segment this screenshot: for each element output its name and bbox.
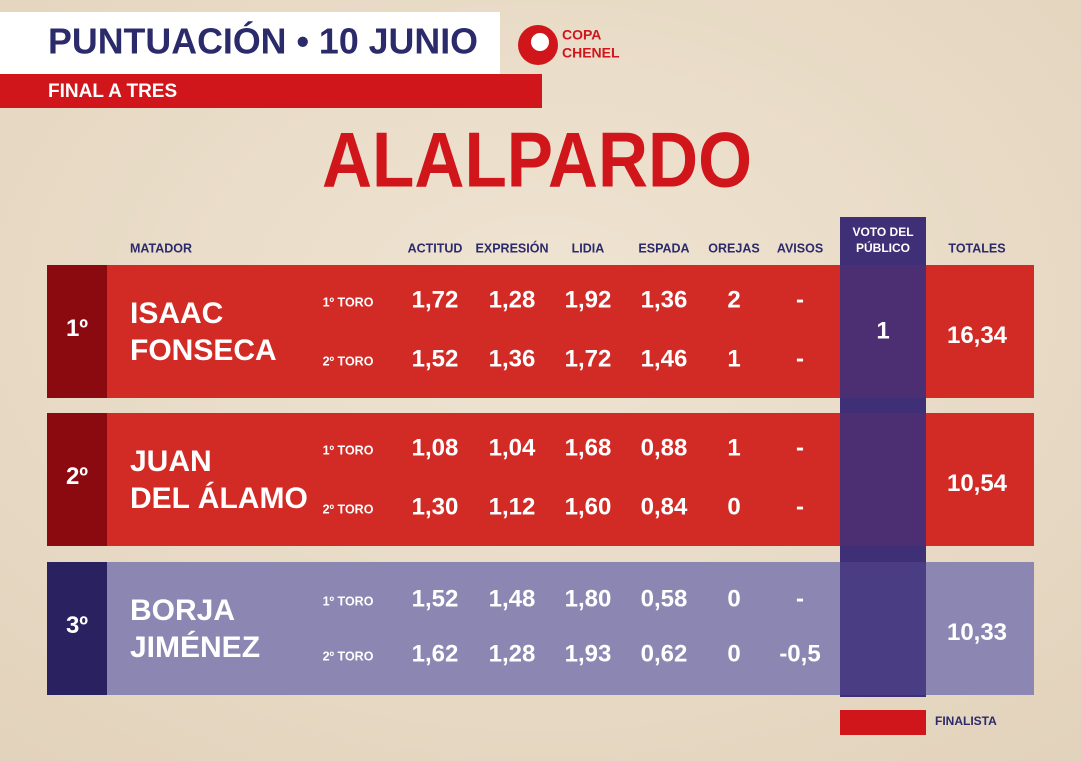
- score: 1,28: [489, 286, 536, 313]
- toro-label: 1º TORO: [323, 295, 374, 309]
- score: 1,28: [489, 640, 536, 667]
- score: 1,46: [641, 345, 688, 372]
- score: 1,60: [565, 493, 612, 520]
- score: 0: [727, 493, 740, 520]
- score: 0,84: [641, 493, 688, 520]
- toro-label: 2º TORO: [323, 649, 374, 663]
- column-header: EXPRESIÓN: [476, 240, 549, 255]
- matador-name: JUAN: [130, 445, 212, 478]
- toro-label: 2º TORO: [323, 502, 374, 516]
- score: 0: [727, 585, 740, 612]
- column-header: LIDIA: [572, 241, 605, 255]
- score: 1,12: [489, 493, 536, 520]
- score: 1: [727, 434, 740, 461]
- column-header: ESPADA: [638, 241, 689, 255]
- matador-name: DEL ÁLAMO: [130, 481, 308, 515]
- total: 10,33: [947, 619, 1007, 646]
- voto-cell: [840, 562, 926, 695]
- score: 1,93: [565, 640, 612, 667]
- rank-cell: [47, 562, 107, 695]
- toro-label: 2º TORO: [323, 354, 374, 368]
- column-header: AVISOS: [777, 241, 823, 255]
- rank: 2º: [66, 463, 88, 490]
- column-header: VOTO DEL PÚBLICO: [852, 225, 913, 255]
- title-box: [0, 12, 500, 74]
- score: 0,62: [641, 640, 688, 667]
- score: 1,48: [489, 585, 536, 612]
- score: 1,36: [641, 286, 688, 313]
- logo-text: COPA: [562, 27, 601, 43]
- score: 1,04: [489, 434, 536, 461]
- column-header: ACTITUD: [408, 241, 463, 255]
- voto-cell: [840, 265, 926, 398]
- score: 1,72: [565, 345, 612, 372]
- score: 1,68: [565, 434, 612, 461]
- score: 1,72: [412, 286, 459, 313]
- score: 1,80: [565, 585, 612, 612]
- voto-cell: [840, 413, 926, 546]
- table: MATADOR ACTITUD EXPRESIÓN LIDIA ESPADA OREJAS…: [47, 217, 1034, 697]
- matador-name: BORJA: [130, 594, 235, 627]
- score: -: [796, 345, 804, 372]
- title: PUNTUACIÓN • 10 JUNIO: [48, 20, 478, 62]
- score: 1,08: [412, 434, 459, 461]
- score: 0: [727, 640, 740, 667]
- column-header: TOTALES: [948, 241, 1005, 255]
- matador-name: ISAAC: [130, 297, 223, 330]
- score: 0,88: [641, 434, 688, 461]
- voto: 1: [876, 317, 889, 344]
- toro-label: 1º TORO: [323, 443, 374, 457]
- subtitle: FINAL A TRES: [48, 81, 177, 102]
- rank-cell: [47, 413, 107, 546]
- score: 0,58: [641, 585, 688, 612]
- matador-name: FONSECA: [130, 334, 277, 367]
- score: 1,36: [489, 345, 536, 372]
- column-header: MATADOR: [130, 241, 192, 255]
- score: 1,52: [412, 345, 459, 372]
- score: -: [796, 286, 804, 313]
- score: 1,52: [412, 585, 459, 612]
- rank-cell: [47, 265, 107, 398]
- score: -: [796, 493, 804, 520]
- legend-swatch: [840, 710, 926, 735]
- column-header: OREJAS: [708, 241, 759, 255]
- score: 1,62: [412, 640, 459, 667]
- total: 10,54: [947, 470, 1008, 497]
- logo-text: CHENEL: [562, 45, 620, 61]
- score: -: [796, 434, 804, 461]
- subtitle-strip: [0, 74, 542, 108]
- rank: 3º: [66, 612, 88, 639]
- score: 1,92: [565, 286, 612, 313]
- logo-face: [531, 33, 549, 51]
- score: 1: [727, 345, 740, 372]
- legend-label: FINALISTA: [935, 714, 997, 728]
- toro-label: 1º TORO: [323, 594, 374, 608]
- venue: ALALPARDO: [322, 116, 752, 204]
- matador-name: JIMÉNEZ: [130, 630, 260, 664]
- score: -0,5: [779, 640, 820, 667]
- rank: 1º: [66, 315, 88, 342]
- total: 16,34: [947, 322, 1008, 349]
- score: -: [796, 585, 804, 612]
- score: 1,30: [412, 493, 459, 520]
- score: 2: [727, 286, 740, 313]
